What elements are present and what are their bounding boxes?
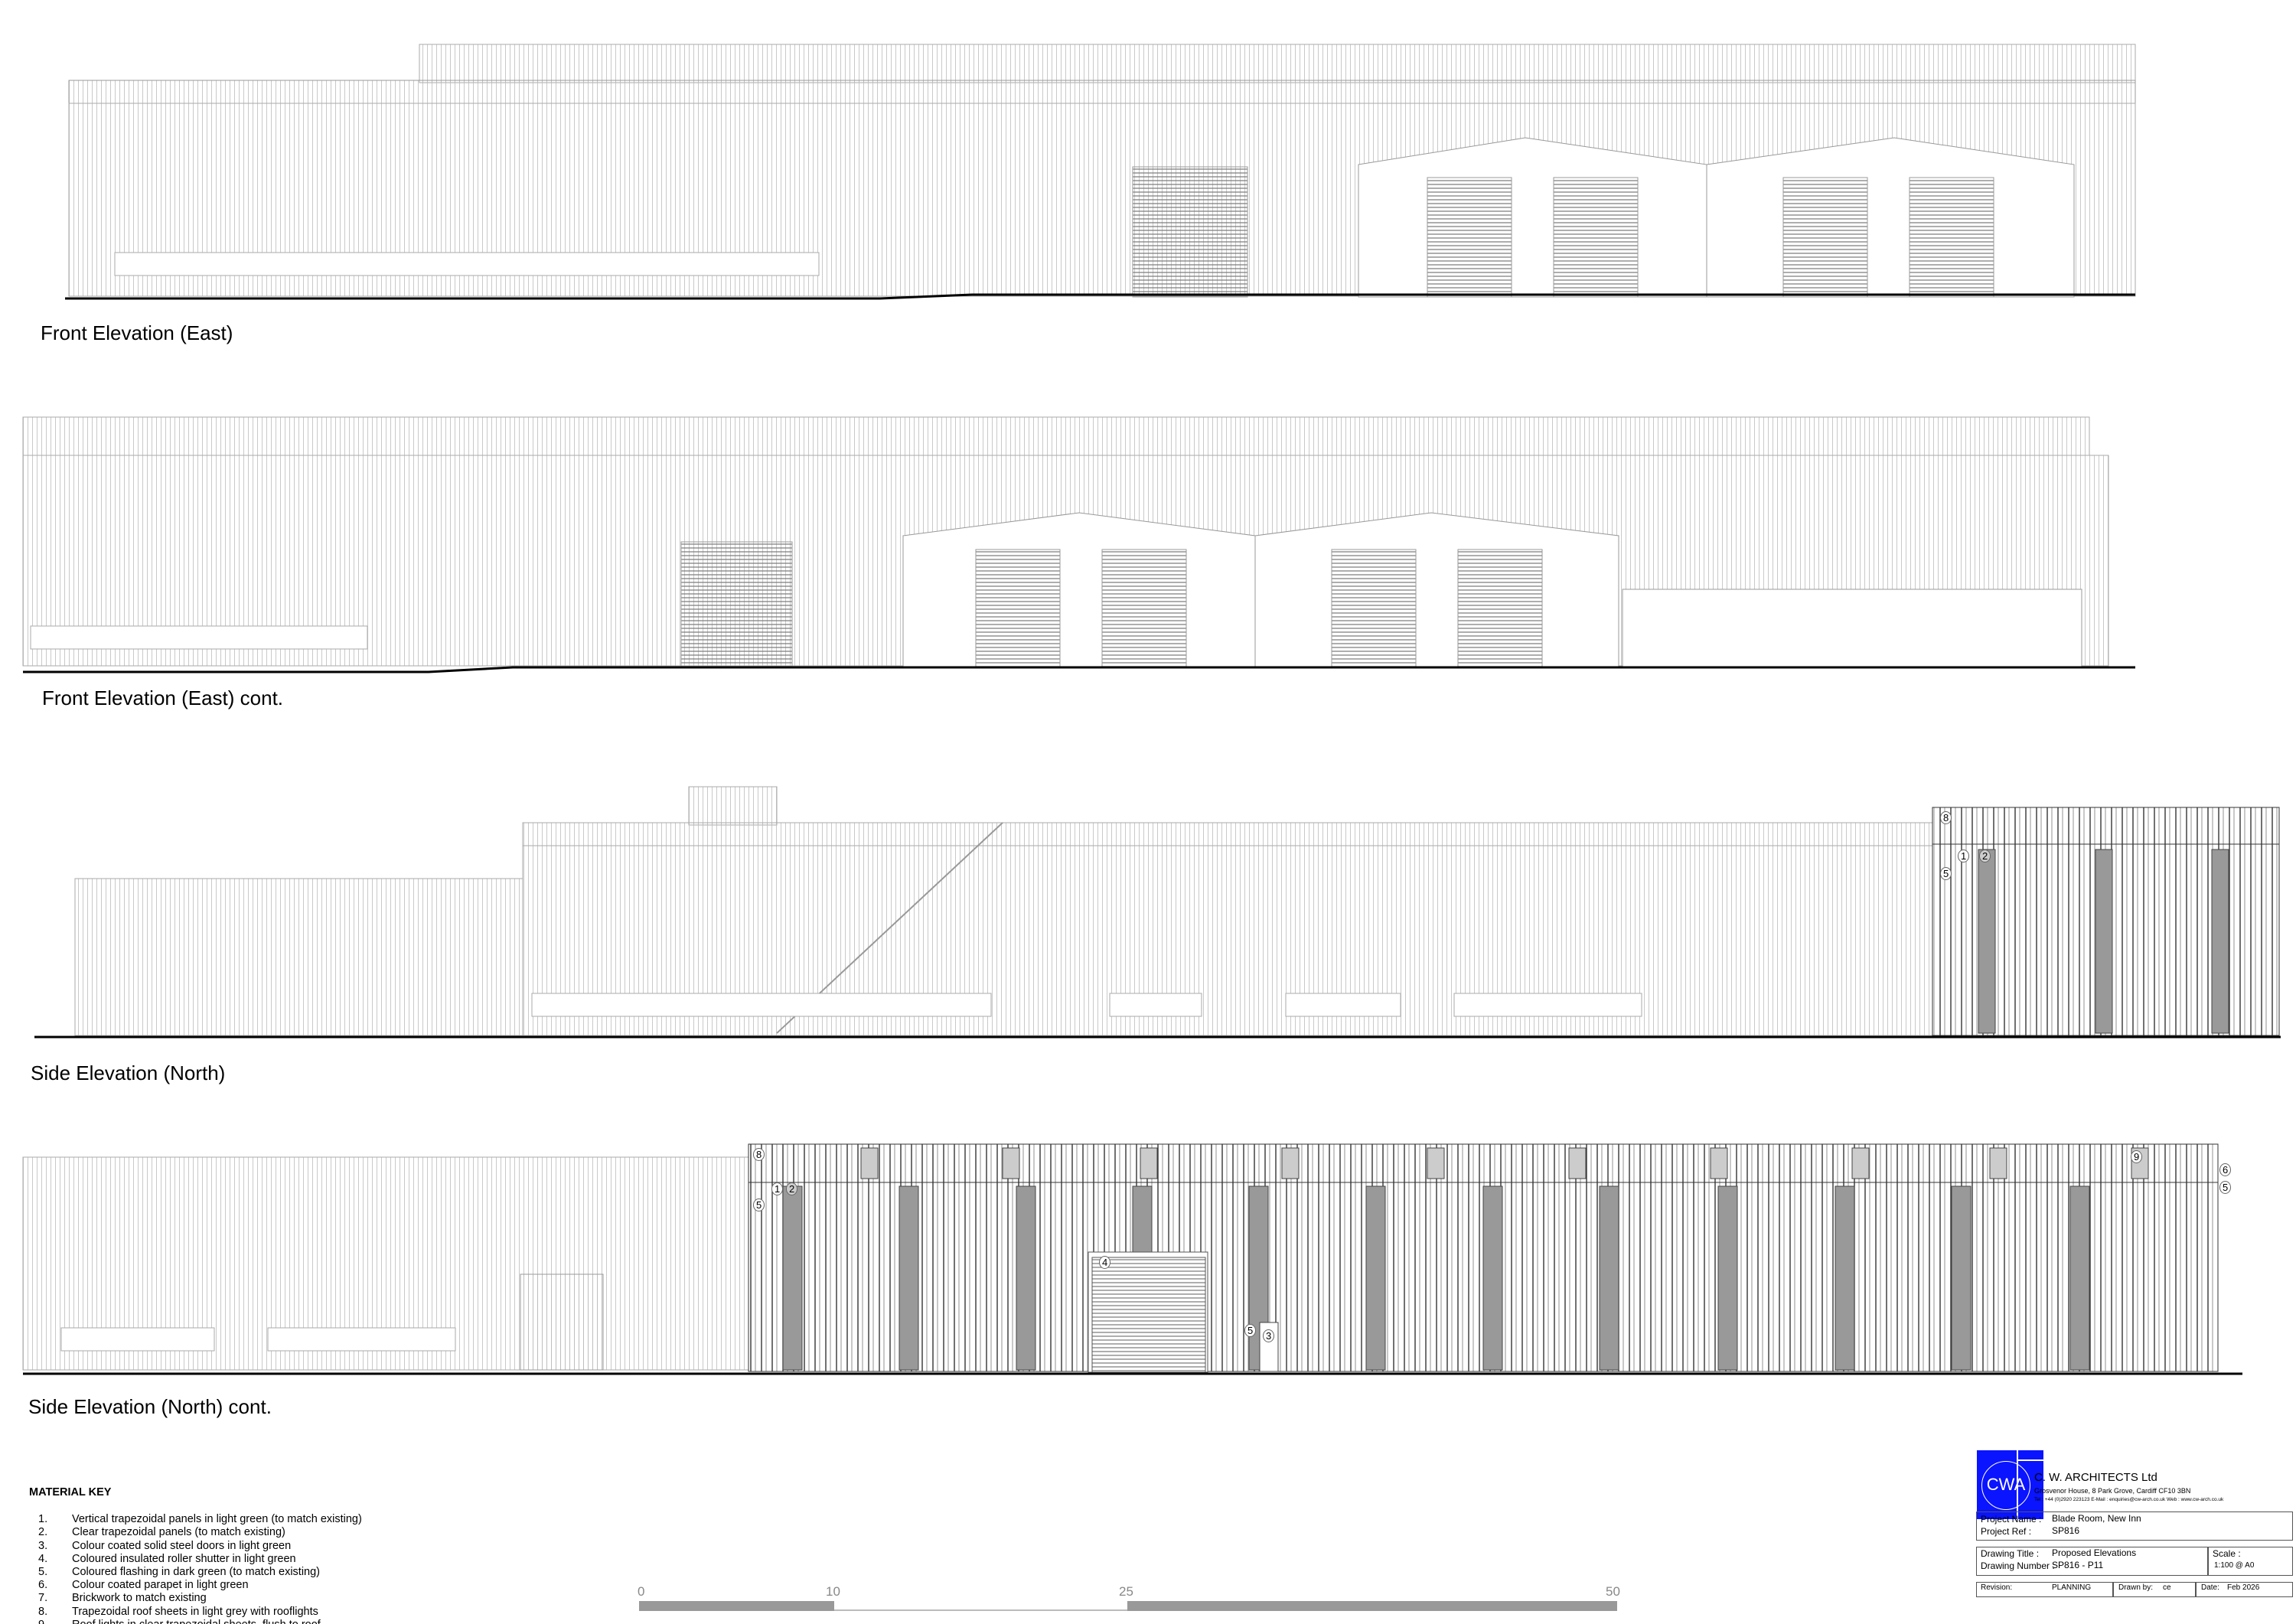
material-key-item: 9.Roof lights in clear trapezoidal sheet…: [29, 1619, 362, 1624]
item-text: Vertical trapezoidal panels in light gre…: [72, 1513, 362, 1526]
tag: 8: [753, 1148, 765, 1161]
project-name-label: Project Name :: [1981, 1514, 2042, 1525]
material-key-item: 8. Trapezoidal roof sheets in light grey …: [29, 1606, 362, 1619]
project-ref: SP816: [2052, 1525, 2080, 1536]
item-number: 1.: [38, 1513, 48, 1526]
cwa-logo: CWA: [1977, 1450, 2043, 1519]
elevation-label: Side Elevation (North) cont.: [28, 1395, 272, 1418]
material-key-item: 3. Colour coated solid steel doors in lig…: [29, 1540, 362, 1553]
revision-label: Revision:: [1981, 1583, 2013, 1592]
drawing-title-label: Drawing Title :: [1981, 1548, 2040, 1559]
material-key-item: 4. Coloured insulated roller shutter in l…: [29, 1553, 362, 1566]
scale-label: Scale :: [2213, 1548, 2241, 1559]
material-key-item: 1. Vertical trapezoidal panels in light g…: [29, 1513, 362, 1526]
item-number: 6.: [38, 1579, 48, 1592]
elevation-label: Side Elevation (North): [31, 1061, 226, 1084]
material-key-item: 5. Coloured flashing in dark green (to ma…: [29, 1566, 362, 1579]
drawn-by: ce: [2163, 1583, 2171, 1592]
side-elevation-north-cont: [22, 1143, 2242, 1375]
drawing-number: SP816 - P11: [2052, 1560, 2104, 1570]
front-elevation-east-cont: [22, 416, 2135, 673]
material-key: MATERIAL KEY 1. Vertical trapezoidal pane…: [29, 1486, 362, 1624]
item-text: Brickwork to match existing: [72, 1592, 207, 1605]
material-key-item: 2. Clear trapezoidal panels (to match exi…: [29, 1526, 362, 1539]
scale-bar: [639, 1601, 1617, 1611]
tag: 4: [1099, 1256, 1111, 1269]
scale-tick: 10: [826, 1584, 840, 1599]
item-number: 2.: [38, 1526, 48, 1539]
material-key-title: MATERIAL KEY: [29, 1486, 112, 1498]
company-contact: Tel : +44 (0)2920 223123 E-Mail : enquir…: [2034, 1497, 2224, 1502]
company-address: Grosvenor House, 8 Park Grove, Cardiff C…: [2034, 1487, 2191, 1495]
drawing-number-label: Drawing Number :: [1981, 1560, 2055, 1571]
tag: 5: [1940, 867, 1952, 880]
item-text: Roof lights in clear trapezoidal sheets,…: [72, 1619, 321, 1624]
tag: 3: [1263, 1329, 1275, 1342]
revision: PLANNING: [2052, 1583, 2092, 1592]
item-number: 8.: [38, 1605, 48, 1618]
item-text: Colour coated parapet in light green: [72, 1579, 249, 1592]
item-text: Trapezoidal roof sheets in light grey wi…: [72, 1605, 318, 1618]
date: Feb 2026: [2227, 1583, 2260, 1592]
tag: 2: [786, 1182, 798, 1195]
material-key-item: 7. Brickwork to match existing: [29, 1592, 362, 1605]
item-number: 9.: [29, 1619, 72, 1624]
tag: 9: [2131, 1150, 2143, 1163]
scale-tick: 25: [1119, 1584, 1133, 1599]
elevation-label: Front Elevation (East): [41, 321, 233, 344]
scale-tick: 0: [638, 1584, 645, 1599]
company-name: C. W. ARCHITECTS Ltd: [2034, 1471, 2157, 1484]
project-name: Blade Room, New Inn: [2052, 1513, 2141, 1524]
side-elevation-north: [34, 786, 2281, 1039]
tag: 6: [2219, 1163, 2232, 1176]
tag: 8: [1940, 811, 1952, 824]
tag: 5: [1244, 1324, 1257, 1337]
tag: 1: [1958, 850, 1970, 863]
material-key-item: 6. Colour coated parapet in light green: [29, 1579, 362, 1592]
elevation-label: Front Elevation (East) cont.: [42, 686, 284, 709]
date-label: Date:: [2201, 1583, 2219, 1592]
tag: 2: [1979, 850, 1991, 863]
item-number: 4.: [38, 1552, 48, 1565]
scale-value: 1:100 @ A0: [2214, 1561, 2255, 1570]
tag: 5: [753, 1198, 765, 1211]
tag: 5: [2219, 1181, 2232, 1194]
item-text: Coloured insulated roller shutter in lig…: [72, 1552, 296, 1565]
item-text: Coloured flashing in dark green (to matc…: [72, 1566, 320, 1579]
scale-tick: 50: [1606, 1584, 1620, 1599]
item-text: Colour coated solid steel doors in light…: [72, 1539, 292, 1552]
item-number: 7.: [38, 1592, 48, 1605]
drawing-title: Proposed Elevations: [2052, 1547, 2137, 1558]
drawn-by-label: Drawn by:: [2118, 1583, 2154, 1592]
item-text: Clear trapezoidal panels (to match exist…: [72, 1526, 285, 1539]
front-elevation-east: [65, 44, 2136, 300]
project-ref-label: Project Ref :: [1981, 1526, 2032, 1537]
item-number: 5.: [38, 1566, 48, 1579]
item-number: 3.: [38, 1539, 48, 1552]
tag: 1: [771, 1182, 784, 1195]
